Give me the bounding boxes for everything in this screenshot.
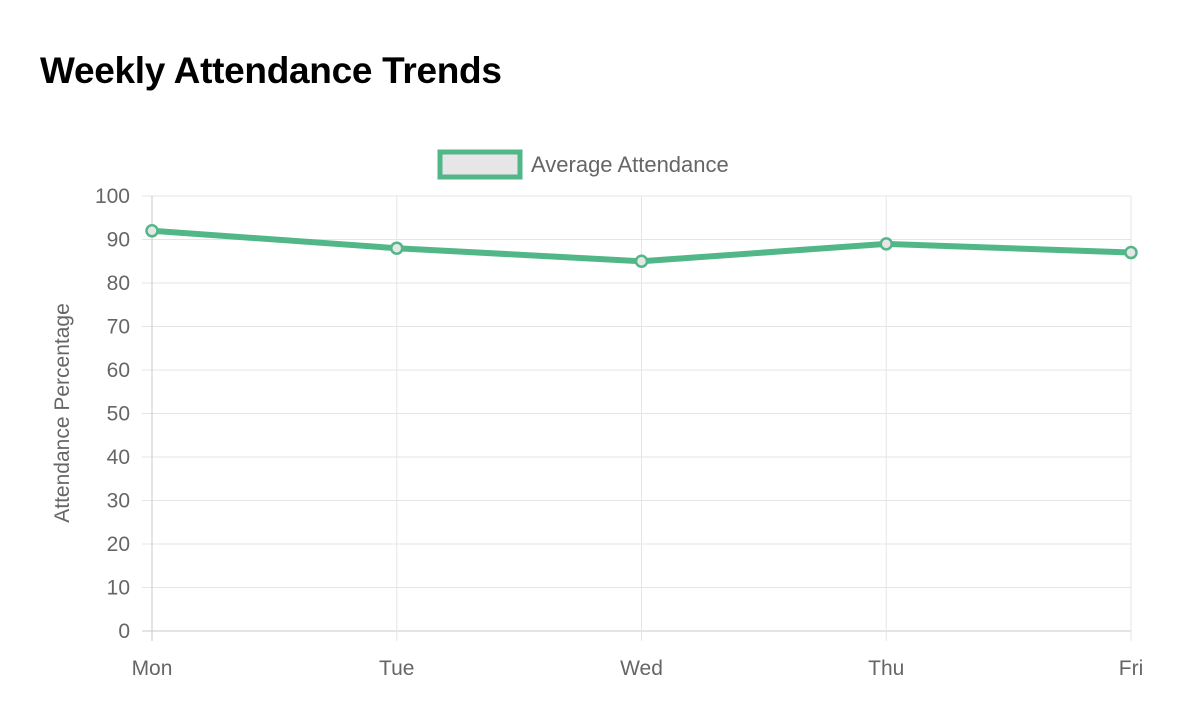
- legend-swatch[interactable]: [437, 149, 523, 180]
- data-point: [879, 237, 893, 251]
- grid: [142, 195, 1132, 641]
- y-tick-label: 60: [107, 359, 130, 382]
- data-point: [145, 224, 159, 238]
- y-tick-label: 70: [107, 316, 130, 339]
- y-tick-label: 90: [107, 229, 130, 252]
- y-tick-label: 50: [107, 403, 130, 426]
- y-tick-label: 20: [107, 533, 130, 556]
- y-tick-label: 10: [107, 577, 130, 600]
- axes: 0 10 20 30 40 50 60 70 80 90 100 Mon Tue Wed Thu Fri: [95, 185, 1143, 680]
- y-tick-label: 80: [107, 272, 130, 295]
- x-tick-label: Mon: [132, 657, 173, 680]
- y-axis-title: Attendance Percentage: [51, 303, 74, 523]
- x-tick-label: Thu: [868, 657, 904, 680]
- page-title: Weekly Attendance Trends: [40, 50, 502, 91]
- legend[interactable]: Average Attendance: [437, 149, 729, 180]
- data-point: [1124, 245, 1138, 260]
- legend-label[interactable]: Average Attendance: [531, 152, 729, 177]
- series: [145, 224, 1138, 268]
- data-point: [390, 241, 404, 255]
- x-tick-label: Wed: [620, 657, 663, 680]
- y-tick-label: 0: [118, 620, 130, 643]
- x-tick-label: Fri: [1119, 657, 1144, 680]
- x-tick-label: Tue: [379, 657, 414, 680]
- y-tick-label: 40: [107, 446, 130, 469]
- data-point: [634, 254, 649, 268]
- y-tick-label: 100: [95, 185, 130, 208]
- y-tick-label: 30: [107, 490, 130, 513]
